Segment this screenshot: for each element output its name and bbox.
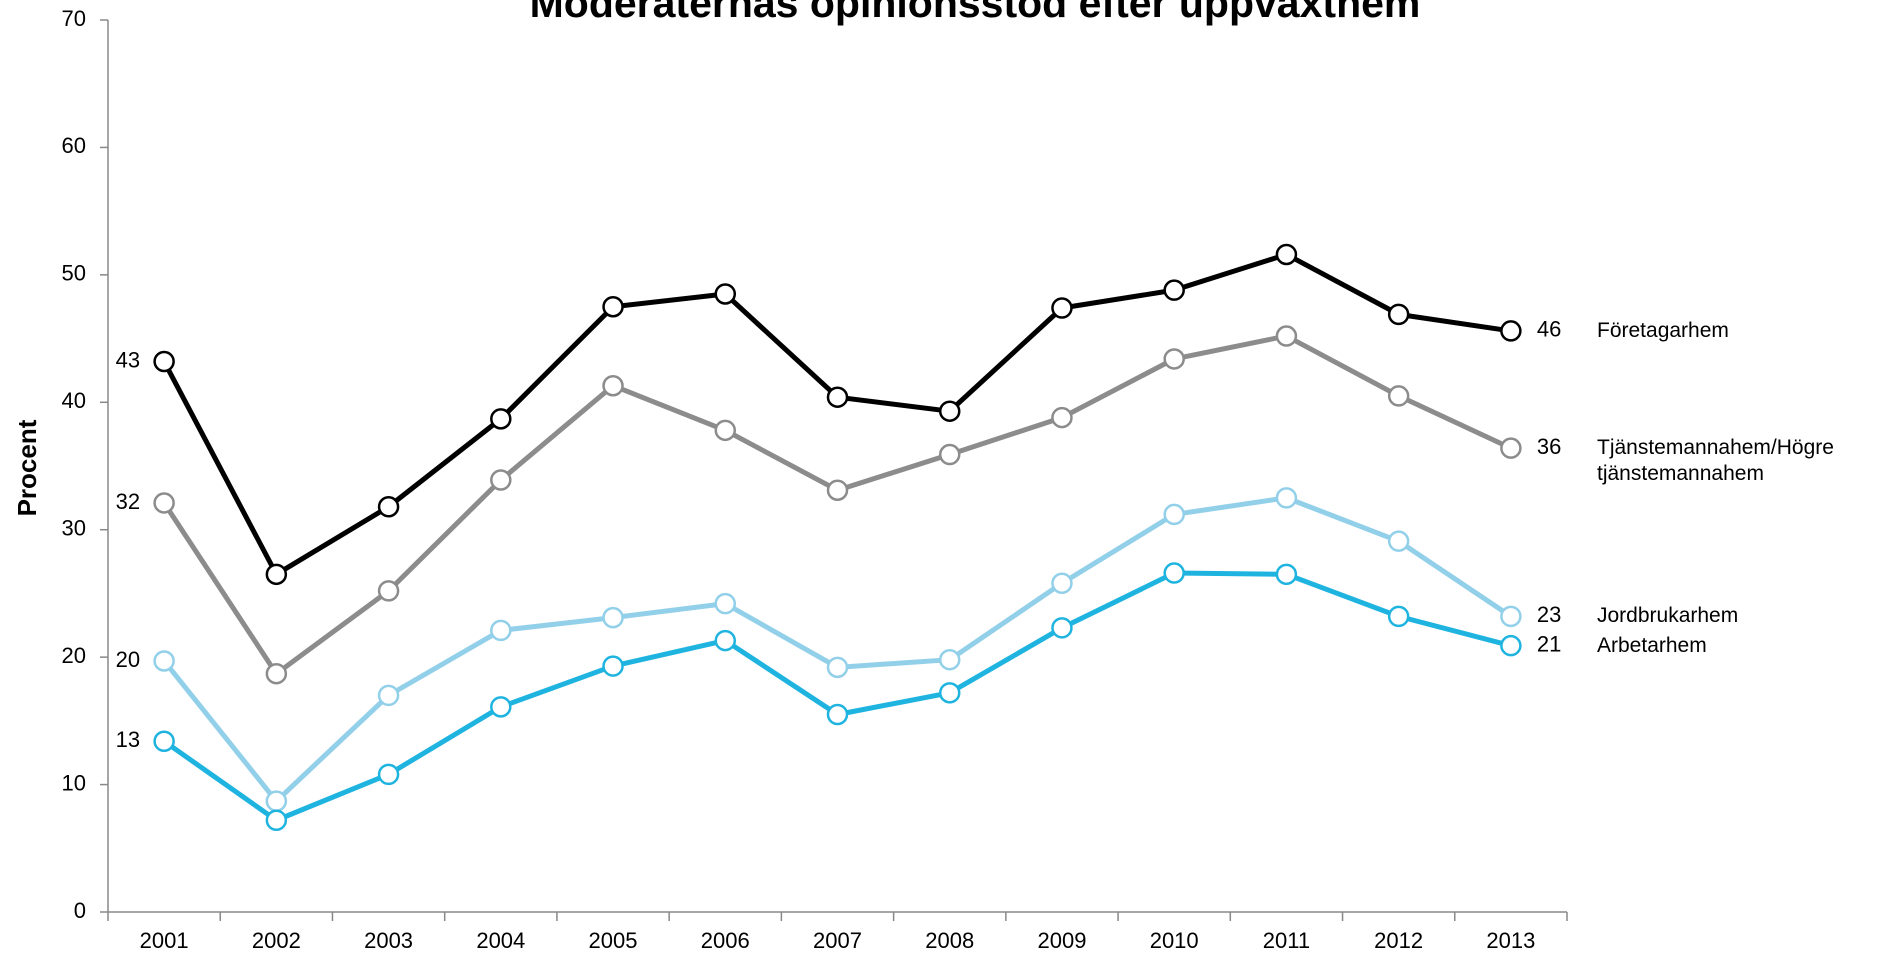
point-marker [602, 295, 624, 318]
point-marker [1500, 437, 1522, 459]
series-line [162, 495, 1513, 804]
point-marker [490, 619, 512, 642]
y-tick-label: 60 [62, 133, 86, 158]
point-marker [265, 790, 288, 812]
x-tick-label: 2011 [1263, 928, 1310, 953]
series-line [161, 251, 1512, 577]
data-label: 21 [1537, 631, 1561, 656]
y-tick-label: 40 [62, 388, 86, 413]
point-marker [1275, 487, 1298, 509]
x-tick-label: 2008 [925, 928, 974, 953]
data-label: 32 [116, 489, 140, 514]
point-marker [153, 350, 175, 373]
x-tick-label: 2003 [364, 928, 413, 953]
y-tick-label: 0 [74, 898, 86, 923]
data-label: 46 [1537, 317, 1561, 342]
legend-label: Arbetarhem [1597, 633, 1707, 657]
point-marker [1500, 634, 1522, 657]
x-tick-label: 2009 [1037, 928, 1086, 953]
chart-title: Moderaternas opinionsstöd efter uppväxth… [530, 0, 1421, 26]
point-marker [826, 703, 849, 726]
point-marker [265, 563, 288, 586]
point-marker [1275, 563, 1298, 586]
x-tick-label: 2006 [701, 928, 750, 953]
y-tick-label: 70 [62, 6, 86, 31]
y-tick-label: 50 [62, 261, 86, 286]
point-marker [1051, 572, 1073, 594]
point-marker [602, 655, 624, 677]
point-marker [826, 479, 849, 501]
y-axis-label: Procent [12, 419, 42, 516]
point-marker [1051, 297, 1073, 319]
point-marker [1500, 605, 1522, 628]
data-label: 13 [116, 727, 140, 752]
point-marker [153, 730, 175, 752]
point-marker [490, 469, 512, 491]
point-marker [1051, 406, 1073, 429]
x-tick-label: 2013 [1486, 928, 1535, 953]
point-marker [1500, 320, 1522, 342]
point-marker [938, 443, 961, 466]
point-marker [265, 662, 288, 685]
x-tick-label: 2012 [1374, 928, 1423, 953]
y-tick-label: 10 [62, 770, 86, 795]
point-marker [1387, 303, 1410, 326]
x-tick-label: 2002 [252, 928, 301, 953]
y-tick-label: 30 [62, 516, 86, 541]
data-label: 43 [116, 347, 140, 372]
point-marker [1051, 617, 1073, 639]
point-marker [377, 580, 400, 602]
point-marker [265, 809, 288, 832]
point-marker [602, 606, 624, 629]
point-marker [938, 648, 961, 671]
point-marker [1163, 503, 1185, 526]
data-label: 36 [1537, 434, 1561, 459]
x-tick-label: 2010 [1150, 928, 1199, 953]
x-tick-label: 2001 [140, 928, 189, 953]
point-marker [938, 400, 961, 422]
point-marker [1387, 530, 1410, 552]
point-marker [1163, 562, 1185, 584]
y-tick-label: 20 [62, 643, 86, 668]
point-marker [377, 684, 400, 707]
legend-label: Företagarhem [1597, 318, 1729, 342]
point-marker [490, 696, 512, 718]
point-marker [490, 408, 512, 430]
point-marker [1163, 348, 1185, 370]
point-marker [1387, 385, 1410, 407]
point-marker [826, 386, 849, 408]
point-marker [714, 592, 737, 615]
point-marker [714, 629, 737, 652]
x-tick-label: 2005 [589, 928, 638, 953]
x-tick-label: 2007 [813, 928, 862, 953]
point-marker [714, 283, 737, 305]
point-marker [826, 656, 849, 679]
point-marker [377, 496, 400, 518]
point-marker [714, 419, 737, 442]
point-marker [153, 650, 175, 672]
point-marker [1163, 279, 1185, 301]
point-marker [1275, 243, 1298, 266]
legend-label: Tjänstemannahem/Högre tjänstemannahem [1597, 436, 1834, 486]
data-label: 23 [1537, 602, 1561, 627]
point-marker [602, 374, 624, 397]
point-marker [153, 492, 175, 514]
point-marker [1275, 325, 1298, 347]
x-tick-label: 2004 [476, 928, 525, 953]
legend-label: Jordbrukarhem [1597, 604, 1739, 628]
point-marker [377, 763, 400, 786]
point-marker [938, 682, 961, 704]
data-label: 20 [116, 647, 140, 672]
point-marker [1387, 605, 1410, 628]
